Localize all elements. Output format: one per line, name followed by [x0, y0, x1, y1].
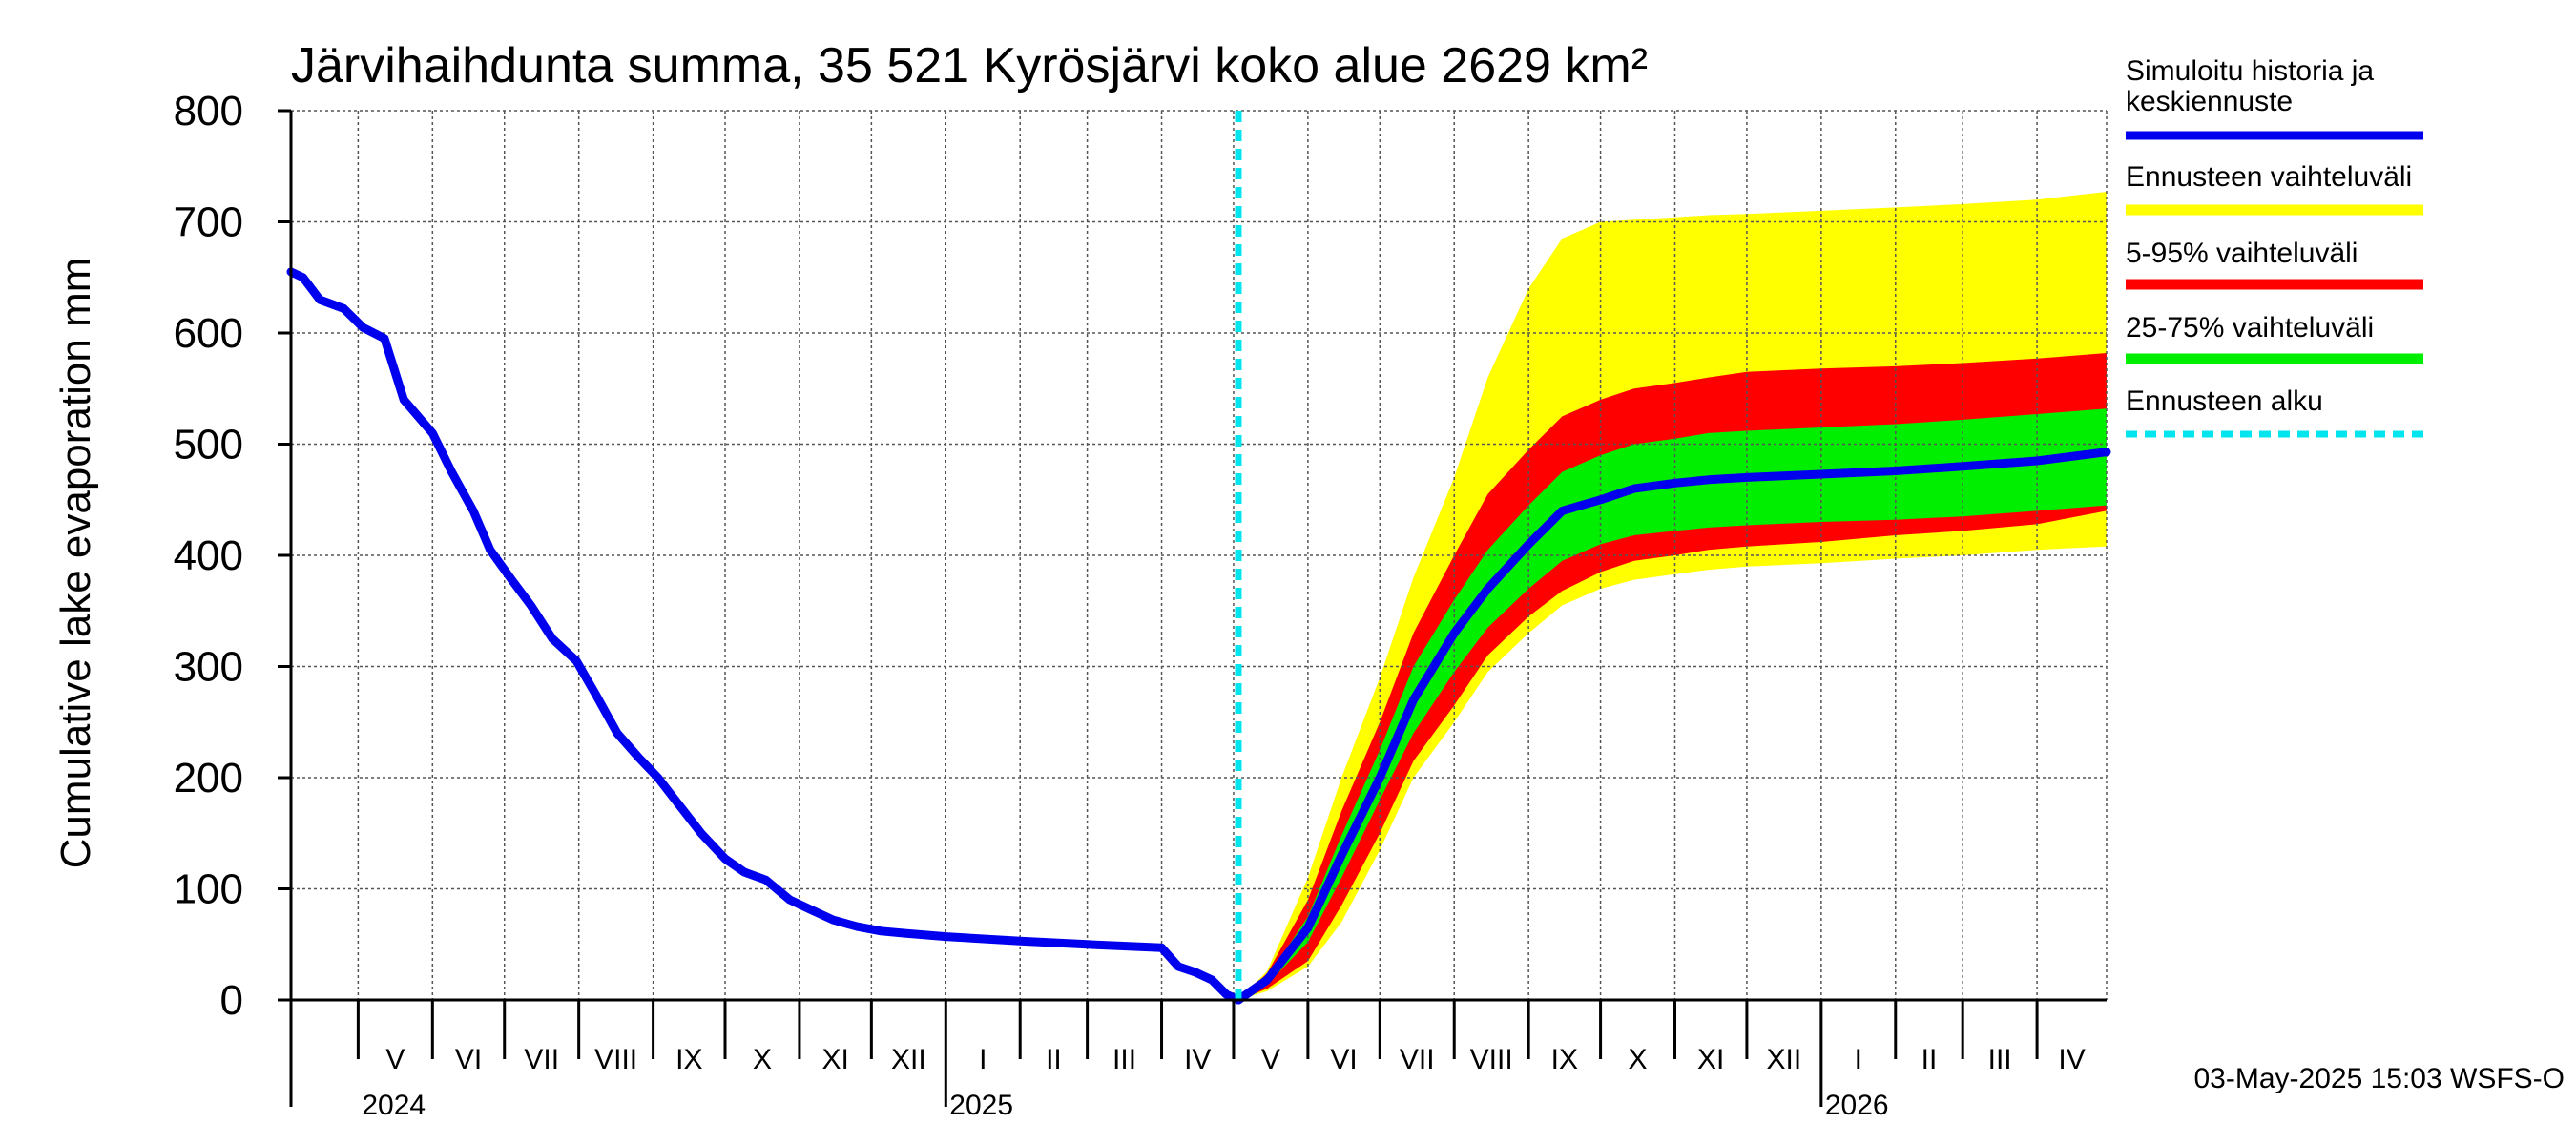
- chart-title: Järvihaihdunta summa, 35 521 Kyrösjärvi …: [291, 38, 1648, 94]
- median-forecast-line: [1234, 448, 2111, 1005]
- y-tick-label: 600: [174, 310, 243, 357]
- y-tick-label: 800: [174, 88, 243, 135]
- band-forecast-range: [1238, 192, 2107, 1000]
- y-tick-label: 500: [174, 422, 243, 468]
- y-tick-label: 200: [174, 755, 243, 802]
- month-label: IV: [1184, 1044, 1211, 1075]
- history-line: [286, 267, 1243, 1005]
- year-label: 2025: [949, 1090, 1013, 1121]
- month-label: V: [385, 1044, 405, 1075]
- month-label: VI: [1330, 1044, 1357, 1075]
- y-axis-label: Cumulative lake evaporation mm: [52, 258, 99, 869]
- legend-label: keskiennuste: [2126, 86, 2293, 117]
- y-tick-label: 700: [174, 199, 243, 246]
- month-label: I: [979, 1044, 987, 1075]
- month-label: III: [1112, 1044, 1136, 1075]
- series-lines: [286, 111, 2111, 1005]
- month-label: II: [1046, 1044, 1062, 1075]
- month-label: X: [753, 1044, 772, 1075]
- x-axis: V VI VII VIII IX X XI XII I II III IV V VI VII VIII IX X X…: [289, 1000, 2086, 1121]
- month-label: VI: [455, 1044, 482, 1075]
- month-label: XII: [891, 1044, 926, 1075]
- month-label: I: [1855, 1044, 1862, 1075]
- legend-label: Ennusteen vaihteluväli: [2126, 161, 2412, 193]
- y-tick-label: 400: [174, 532, 243, 579]
- legend-label: Simuloitu historia ja: [2126, 55, 2374, 87]
- grid-lines: [291, 110, 2108, 1000]
- band-25-75: [1238, 408, 2107, 1000]
- legend-label: 25-75% vaihteluväli: [2126, 312, 2374, 344]
- month-label: IV: [2058, 1044, 2085, 1075]
- month-label: V: [1261, 1044, 1280, 1075]
- year-label: 2026: [1825, 1090, 1889, 1121]
- timestamp-label: 03-May-2025 15:03 WSFS-O: [2194, 1063, 2566, 1094]
- y-tick-label: 100: [174, 866, 243, 913]
- month-label: VII: [524, 1044, 559, 1075]
- month-label: XII: [1767, 1044, 1802, 1075]
- legend-label: Ennusteen alku: [2126, 385, 2323, 417]
- month-label: XI: [821, 1044, 848, 1075]
- legend-label: 5-95% vaihteluväli: [2126, 238, 2358, 269]
- year-label: 2024: [362, 1090, 426, 1121]
- month-label: X: [1629, 1044, 1648, 1075]
- month-label: VII: [1400, 1044, 1435, 1075]
- y-tick-label: 300: [174, 644, 243, 691]
- month-label: VIII: [1470, 1044, 1513, 1075]
- y-axis: 0 100 200 300 400 500 600 700 800: [174, 88, 291, 1024]
- y-tick-label: 0: [220, 977, 243, 1024]
- month-label: III: [1988, 1044, 2012, 1075]
- month-label: XI: [1697, 1044, 1724, 1075]
- month-label: IX: [1551, 1044, 1578, 1075]
- forecast-bands: [1238, 192, 2107, 1000]
- month-label: IX: [675, 1044, 702, 1075]
- month-label: VIII: [594, 1044, 637, 1075]
- month-label: II: [1922, 1044, 1938, 1075]
